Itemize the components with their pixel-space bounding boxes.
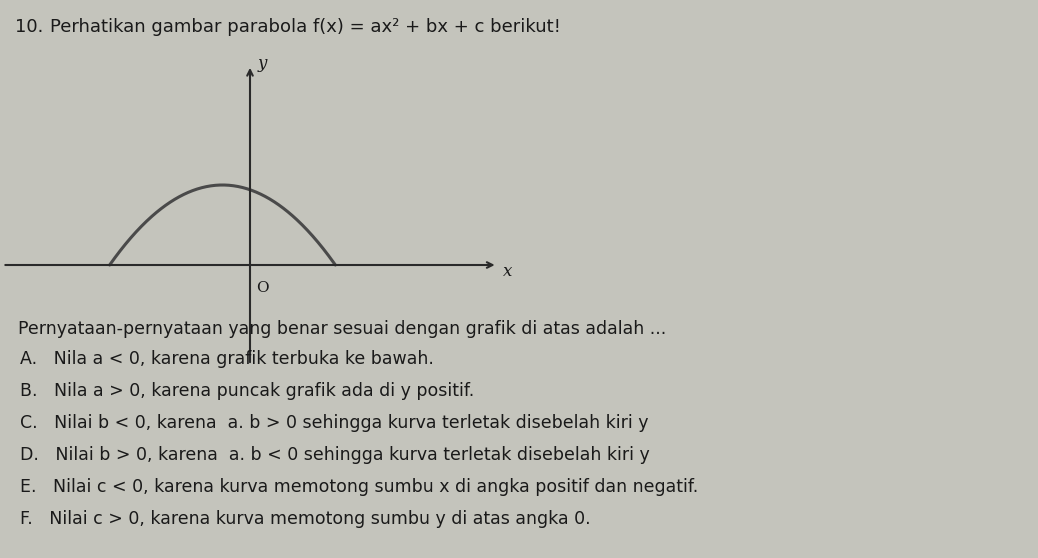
Text: Pernyataan-pernyataan yang benar sesuai dengan grafik di atas adalah ...: Pernyataan-pernyataan yang benar sesuai … [18, 320, 666, 338]
Text: 10.: 10. [15, 18, 44, 36]
Text: D.   Nilai b > 0, karena  a. b < 0 sehingga kurva terletak disebelah kiri y: D. Nilai b > 0, karena a. b < 0 sehingga… [20, 446, 650, 464]
Text: y: y [258, 55, 268, 72]
Text: Perhatikan gambar parabola f(x) = ax² + bx + c berikut!: Perhatikan gambar parabola f(x) = ax² + … [50, 18, 561, 36]
Text: F.   Nilai c > 0, karena kurva memotong sumbu y di atas angka 0.: F. Nilai c > 0, karena kurva memotong su… [20, 510, 591, 528]
Text: E.   Nilai c < 0, karena kurva memotong sumbu x di angka positif dan negatif.: E. Nilai c < 0, karena kurva memotong su… [20, 478, 699, 496]
Text: C.   Nilai b < 0, karena  a. b > 0 sehingga kurva terletak disebelah kiri y: C. Nilai b < 0, karena a. b > 0 sehingga… [20, 414, 649, 432]
Text: B.   Nila a > 0, karena puncak grafik ada di y positif.: B. Nila a > 0, karena puncak grafik ada … [20, 382, 474, 400]
Text: O: O [256, 281, 269, 295]
Text: x: x [503, 262, 513, 280]
Text: A.   Nila a < 0, karena grafik terbuka ke bawah.: A. Nila a < 0, karena grafik terbuka ke … [20, 350, 434, 368]
